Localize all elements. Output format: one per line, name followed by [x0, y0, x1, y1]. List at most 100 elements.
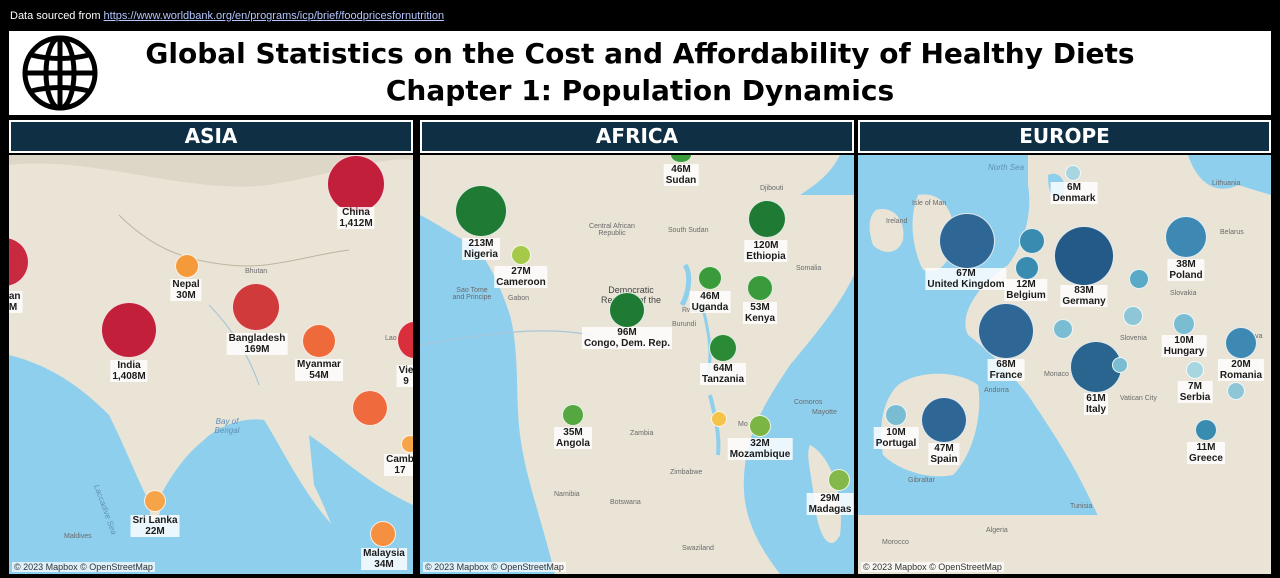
- label-mozambique: 32M Mozambique: [727, 438, 793, 460]
- label-serbia: 7M Serbia: [1177, 381, 1213, 403]
- bubble-india[interactable]: [101, 302, 157, 358]
- bubble-serbia[interactable]: [1186, 361, 1204, 379]
- bubble-greece[interactable]: [1195, 419, 1217, 441]
- bubble-czechia[interactable]: [1129, 269, 1149, 289]
- source-link[interactable]: https://www.worldbank.org/en/programs/ic…: [103, 10, 445, 22]
- label-sri-lanka: Sri Lanka 22M: [130, 515, 180, 537]
- map-europe[interactable]: North Sea Isle of Man Ireland Lithuania …: [858, 155, 1271, 574]
- bubble-switzerland[interactable]: [1053, 319, 1073, 339]
- map-place-ireland: Ireland: [886, 218, 908, 225]
- bubble-nigeria[interactable]: [455, 185, 507, 237]
- map-place-morocco: Morocco: [882, 539, 909, 546]
- label-portugal: 10M Portugal: [873, 427, 919, 449]
- label-romania: 20M Romania: [1217, 359, 1265, 381]
- map-place-mayotte: Mayotte: [812, 409, 837, 416]
- label-ethiopia: 120M Ethiopia: [744, 240, 788, 262]
- label-cameroon: 27M Cameroon: [494, 266, 548, 288]
- map-attribution-asia[interactable]: © 2023 Mapbox © OpenStreetMap: [12, 562, 155, 572]
- map-place-djibouti: Djibouti: [760, 185, 784, 192]
- label-belgium: 12M Belgium: [1004, 279, 1048, 301]
- label-myanmar: Myanmar 54M: [295, 359, 343, 381]
- source-prefix: Data sourced from: [10, 10, 101, 22]
- label-india: India 1,408M: [110, 360, 148, 382]
- map-place-south-sudan: South Sudan: [668, 227, 709, 234]
- bubble-madagascar[interactable]: [828, 469, 850, 491]
- label-greece: 11M Greece: [1187, 442, 1225, 464]
- map-asia[interactable]: Bhutan Bay of Bengal Laccadive Sea Maldi…: [9, 155, 413, 574]
- map-attribution-africa[interactable]: © 2023 Mapbox © OpenStreetMap: [423, 562, 566, 572]
- panel-asia: ASIA Bhutan Bay of Bengal Laccadive Sea …: [9, 120, 413, 574]
- bubble-nepal[interactable]: [175, 254, 199, 278]
- label-nigeria: 213M Nigeria: [462, 238, 500, 260]
- bubble-cameroon[interactable]: [511, 245, 531, 265]
- map-place-botswana: Botswana: [610, 499, 641, 506]
- bubble-united-kingdom[interactable]: [939, 213, 995, 269]
- map-place-swaziland: Swaziland: [682, 545, 714, 552]
- bubble-croatia[interactable]: [1112, 357, 1128, 373]
- panel-europe: EUROPE North Sea Isle of Man Ireland Lit…: [858, 120, 1271, 574]
- map-place-comoros: Comoros: [794, 399, 823, 406]
- bubble-ethiopia[interactable]: [748, 200, 786, 238]
- bubble-thailand[interactable]: [352, 390, 388, 426]
- bubble-tanzania[interactable]: [709, 334, 737, 362]
- panel-title-asia: ASIA: [9, 120, 413, 153]
- label-pakistan: tanM: [9, 291, 23, 313]
- map-place-lao: Lao: [385, 335, 397, 342]
- bubble-mozambique[interactable]: [749, 415, 771, 437]
- bubble-hungary[interactable]: [1173, 313, 1195, 335]
- map-place-burundi: Burundi: [672, 321, 697, 328]
- bubble-denmark[interactable]: [1065, 165, 1081, 181]
- label-denmark: 6M Denmark: [1050, 182, 1098, 204]
- panel-title-africa: AFRICA: [420, 120, 854, 153]
- bubble-congo-drc[interactable]: [609, 292, 645, 328]
- label-spain: 47M Spain: [928, 443, 960, 465]
- label-vietnam: Vie 9: [396, 365, 413, 387]
- label-china: China 1,412M: [337, 207, 375, 229]
- bubble-france[interactable]: [978, 303, 1034, 359]
- bubble-uganda[interactable]: [698, 266, 722, 290]
- label-tanzania: 64M Tanzania: [699, 363, 747, 385]
- map-attribution-europe[interactable]: © 2023 Mapbox © OpenStreetMap: [861, 562, 1004, 572]
- label-cambodia: Camb 17: [384, 454, 413, 476]
- map-place-belarus: Belarus: [1220, 229, 1244, 236]
- map-place-zambia: Zambia: [630, 430, 654, 437]
- map-place-gabon: Gabon: [508, 295, 530, 302]
- map-place-maldives: Maldives: [64, 533, 92, 540]
- bubble-netherlands[interactable]: [1019, 228, 1045, 254]
- label-bangladesh: Bangladesh 169M: [226, 333, 288, 355]
- map-place-lithuania: Lithuania: [1212, 180, 1241, 187]
- bubble-romania[interactable]: [1225, 327, 1257, 359]
- panel-africa: AFRICA Djibouti Central African Republic…: [420, 120, 854, 574]
- map-place-slovakia: Slovakia: [1170, 290, 1197, 297]
- bubble-sri-lanka[interactable]: [144, 490, 166, 512]
- bubble-malawi[interactable]: [711, 411, 727, 427]
- bubble-myanmar[interactable]: [302, 324, 336, 358]
- label-malaysia: Malaysia 34M: [361, 548, 407, 570]
- label-sudan: 46M Sudan: [663, 164, 699, 186]
- map-place-slovenia: Slovenia: [1120, 335, 1147, 342]
- label-france: 68M France: [987, 359, 1025, 381]
- bubble-spain[interactable]: [921, 397, 967, 443]
- title-line-2: Chapter 1: Population Dynamics: [385, 74, 895, 107]
- map-place-bhutan: Bhutan: [245, 268, 268, 275]
- map-place-isle-of-man: Isle of Man: [912, 200, 947, 207]
- bubble-poland[interactable]: [1165, 216, 1207, 258]
- map-place-andorra: Andorra: [984, 387, 1009, 394]
- bubble-kenya[interactable]: [747, 275, 773, 301]
- map-place-gibraltar: Gibraltar: [908, 477, 935, 484]
- bubble-china[interactable]: [327, 155, 385, 213]
- bubble-germany[interactable]: [1054, 226, 1114, 286]
- bubble-malaysia[interactable]: [370, 521, 396, 547]
- bubble-cambodia[interactable]: [401, 435, 413, 453]
- map-africa[interactable]: Djibouti Central African Republic South …: [420, 155, 854, 574]
- label-germany: 83M Germany: [1060, 285, 1108, 307]
- bubble-austria[interactable]: [1123, 306, 1143, 326]
- bubble-belgium[interactable]: [1015, 256, 1039, 280]
- label-poland: 38M Poland: [1167, 259, 1205, 281]
- map-place-zimbabwe: Zimbabwe: [670, 469, 703, 476]
- bubble-bangladesh[interactable]: [232, 283, 280, 331]
- map-place-monaco: Monaco: [1044, 371, 1069, 378]
- bubble-bulgaria[interactable]: [1227, 382, 1245, 400]
- bubble-angola[interactable]: [562, 404, 584, 426]
- bubble-portugal[interactable]: [885, 404, 907, 426]
